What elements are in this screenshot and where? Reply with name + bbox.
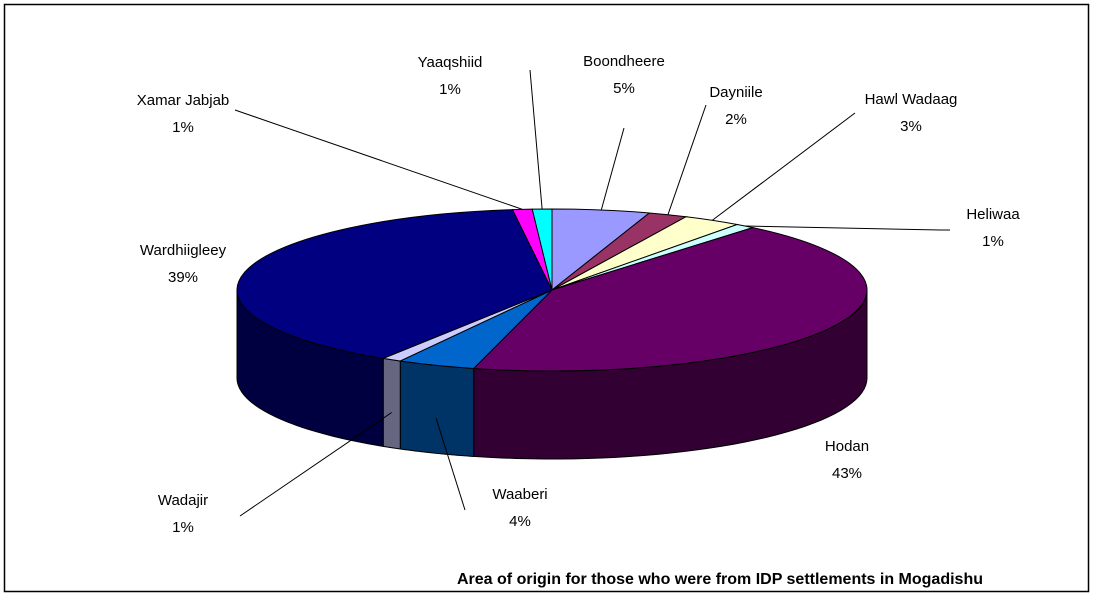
leader-line: [712, 112, 856, 221]
slice-label: Xamar Jabjab: [137, 92, 230, 109]
leader-line: [745, 225, 950, 231]
slice-value-label: 43%: [832, 465, 862, 482]
slice-value-label: 4%: [509, 513, 531, 530]
slice-side: [382, 357, 401, 450]
slice-label: Hawl Wadaag: [865, 91, 958, 108]
slice-value-label: 39%: [168, 269, 198, 286]
slice-label: Boondheere: [583, 53, 665, 70]
slice: [472, 227, 868, 372]
slice-value-label: 3%: [900, 118, 922, 135]
slice-value-label: 5%: [613, 80, 635, 97]
slice-label: Wadajir: [158, 492, 208, 509]
slice-side: [399, 360, 475, 457]
slice-label: Dayniile: [709, 84, 762, 101]
slice: [236, 209, 553, 359]
slice-value-label: 1%: [172, 519, 194, 536]
slice-value-label: 2%: [725, 111, 747, 128]
slice-label: Waaberi: [492, 486, 547, 503]
slice-label: Hodan: [825, 438, 869, 455]
slice-label: Yaaqshiid: [418, 54, 483, 71]
leader-line: [435, 417, 466, 511]
leader-line: [529, 69, 543, 210]
leader-line: [234, 109, 523, 210]
slice-value-label: 1%: [172, 119, 194, 136]
leader-line: [239, 412, 392, 517]
slice: [531, 208, 553, 291]
slice-value-label: 1%: [982, 233, 1004, 250]
chart-title: Area of origin for those who were from I…: [457, 571, 983, 588]
leader-line: [600, 127, 625, 211]
slice-label: Heliwaa: [966, 206, 1020, 223]
leader-line: [667, 104, 707, 215]
slice-value-label: 1%: [439, 81, 461, 98]
slice-label: Wardhiigleey: [140, 242, 227, 259]
